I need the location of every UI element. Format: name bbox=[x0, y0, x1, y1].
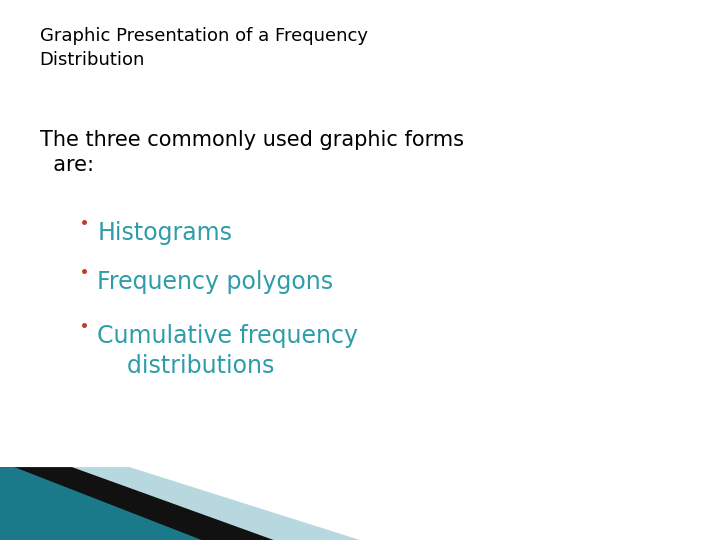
Text: Graphic Presentation of a Frequency
Distribution: Graphic Presentation of a Frequency Dist… bbox=[40, 27, 368, 69]
Text: The three commonly used graphic forms
  are:: The three commonly used graphic forms ar… bbox=[40, 130, 464, 175]
Text: •: • bbox=[81, 266, 89, 280]
Polygon shape bbox=[0, 467, 360, 540]
Text: Frequency polygons: Frequency polygons bbox=[97, 270, 333, 294]
Text: •: • bbox=[81, 320, 89, 334]
Text: Histograms: Histograms bbox=[97, 221, 232, 245]
Text: Cumulative frequency
    distributions: Cumulative frequency distributions bbox=[97, 324, 359, 377]
Text: •: • bbox=[81, 217, 89, 231]
Polygon shape bbox=[0, 467, 202, 540]
Polygon shape bbox=[0, 467, 274, 540]
